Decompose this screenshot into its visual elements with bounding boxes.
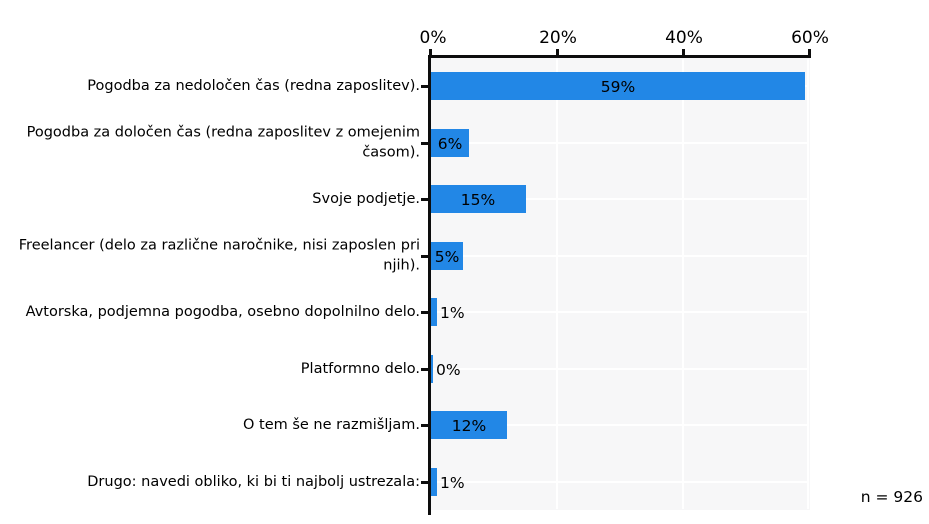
category-label-3: Svoje podjetje. xyxy=(312,190,420,207)
x-tick-label-0: 0% xyxy=(419,28,447,48)
value-label-4: 5% xyxy=(434,248,460,266)
plot-area xyxy=(430,58,810,510)
bar-4 xyxy=(431,242,463,270)
gridline-vertical-60 xyxy=(807,59,809,509)
bar-1 xyxy=(431,72,805,100)
bar-7 xyxy=(431,411,507,439)
x-tick-label-60: 60% xyxy=(791,28,829,48)
value-label-1: 59% xyxy=(600,78,636,96)
category-label-6: Platformno delo. xyxy=(300,360,420,377)
value-label-6: 0% xyxy=(436,361,461,379)
y-tick-mark-4 xyxy=(421,255,428,258)
x-axis-line xyxy=(429,55,811,58)
category-label-7: O tem še ne razmišljam. xyxy=(242,416,420,433)
gridline-horizontal-2 xyxy=(432,142,809,144)
value-label-7: 12% xyxy=(451,417,487,435)
value-label-8: 1% xyxy=(440,474,465,492)
y-tick-mark-1 xyxy=(421,85,428,88)
y-tick-mark-6 xyxy=(421,368,428,371)
category-label-4: Freelancer (delo za različne naročnike, … xyxy=(18,237,420,274)
bar-6 xyxy=(431,355,433,383)
gridline-horizontal-5 xyxy=(432,311,809,313)
gridline-vertical-40 xyxy=(682,59,684,509)
x-tick-label-40: 40% xyxy=(665,28,703,48)
gridline-horizontal-8 xyxy=(432,481,809,483)
y-tick-mark-7 xyxy=(421,424,428,427)
value-label-3: 15% xyxy=(460,191,496,209)
y-tick-mark-2 xyxy=(421,142,428,145)
category-label-8: Drugo: navedi obliko, ki bi ti najbolj u… xyxy=(87,473,420,490)
x-tick-mark-60 xyxy=(808,49,811,56)
bar-8 xyxy=(431,468,437,496)
category-label-5: Avtorska, podjemna pogodba, osebno dopol… xyxy=(25,303,420,320)
gridline-horizontal-7 xyxy=(432,424,809,426)
x-tick-mark-20 xyxy=(556,49,559,56)
gridline-horizontal-4 xyxy=(432,255,809,257)
y-tick-mark-3 xyxy=(421,198,428,201)
gridline-vertical-20 xyxy=(556,59,558,509)
y-tick-mark-8 xyxy=(421,481,428,484)
sample-size-note: n = 926 xyxy=(860,488,923,506)
y-axis-line xyxy=(428,55,431,515)
category-label-1: Pogodba za nedoločen čas (redna zaposlit… xyxy=(87,77,420,94)
x-tick-label-20: 20% xyxy=(539,28,577,48)
x-tick-mark-40 xyxy=(682,49,685,56)
category-label-2: Pogodba za določen čas (redna zaposlitev… xyxy=(26,124,420,161)
bar-5 xyxy=(431,298,437,326)
x-tick-mark-0 xyxy=(429,49,432,56)
value-label-2: 6% xyxy=(437,135,463,153)
gridline-horizontal-3 xyxy=(432,198,809,200)
bar-2 xyxy=(431,129,469,157)
value-label-5: 1% xyxy=(440,304,465,322)
y-tick-mark-5 xyxy=(421,311,428,314)
gridline-horizontal-6 xyxy=(432,368,809,370)
bar-3 xyxy=(431,185,526,213)
